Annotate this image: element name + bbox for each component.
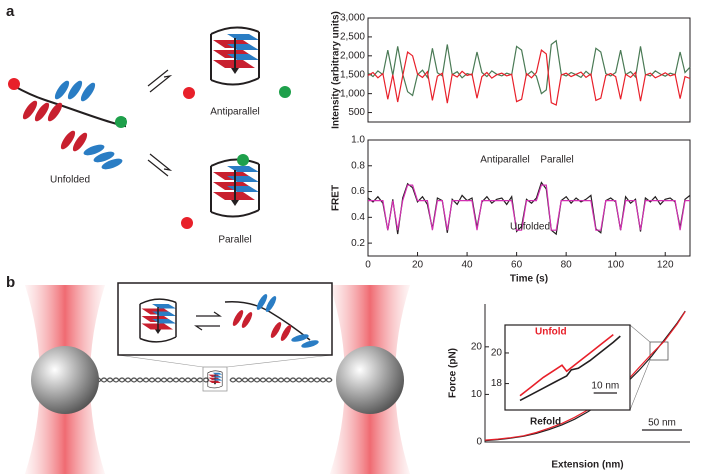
equilibrium-arrows (194, 311, 222, 331)
tethered-quadruplex (207, 370, 223, 389)
y-tick-label: 20 (471, 341, 483, 352)
y-axis-label: Intensity (arbitrary units) (331, 11, 342, 129)
y-tick-label: 10 (471, 389, 483, 400)
series-label: Unfold (535, 327, 567, 338)
annotation: Parallel (540, 155, 573, 166)
series-line (368, 184, 690, 231)
y-axis-label: FRET (331, 185, 342, 211)
y-tick-label: 1,500 (340, 69, 365, 80)
bead (336, 346, 404, 414)
y-tick-label: 20 (491, 348, 503, 359)
series-line (367, 39, 691, 97)
annotation: Unfolded (510, 222, 550, 233)
series-line (519, 333, 614, 397)
panel-label: a (6, 3, 15, 20)
y-tick-label: 2,000 (340, 50, 365, 61)
x-tick-label: 60 (511, 260, 523, 271)
x-axis-label: Time (s) (510, 274, 548, 285)
inset-frame (504, 324, 631, 411)
x-tick-label: 20 (412, 260, 424, 271)
panel-label: b (6, 274, 15, 291)
donor-dye (181, 217, 193, 229)
y-tick-label: 3,000 (340, 13, 365, 24)
zoom-box (649, 341, 669, 361)
donor-dye (183, 87, 195, 99)
zoom-lines (117, 354, 333, 368)
x-axis-label: Extension (nm) (551, 460, 623, 471)
y-tick-label: 2,500 (340, 32, 365, 43)
annotation: Antiparallel (480, 155, 529, 166)
unfolded-strand (8, 78, 127, 170)
y-axis-label: Force (pN) (448, 348, 459, 398)
y-tick-label: 500 (348, 107, 365, 118)
inset-unfolded (224, 294, 319, 348)
zoom-lines (629, 324, 651, 411)
y-tick-label: 0.8 (351, 160, 365, 171)
scale-bar-label: 10 nm (591, 381, 619, 392)
dna-tether (94, 377, 333, 383)
antiparallel-label: Antiparallel (210, 107, 259, 118)
y-tick-label: 1.0 (351, 135, 365, 146)
bead (31, 346, 99, 414)
scale-bar-label: 50 nm (648, 418, 676, 429)
antiparallel-quadruplex (210, 26, 260, 86)
x-tick-label: 100 (607, 260, 624, 271)
y-tick-label: 0.4 (351, 212, 365, 223)
unfolded-label: Unfolded (50, 175, 90, 186)
y-tick-label: 0.2 (351, 238, 365, 249)
x-tick-label: 120 (657, 260, 674, 271)
y-tick-label: 1,000 (340, 88, 365, 99)
y-tick-label: 0 (476, 437, 482, 448)
plot-frame (367, 17, 691, 123)
zoom-box (202, 366, 228, 392)
acceptor-dye (237, 154, 249, 166)
parallel-label: Parallel (218, 235, 251, 246)
y-tick-label: 0.6 (351, 186, 365, 197)
series-line (519, 335, 621, 402)
parallel-quadruplex (210, 158, 260, 218)
acceptor-dye (279, 86, 291, 98)
x-tick-label: 40 (462, 260, 474, 271)
y-tick-label: 18 (491, 378, 503, 389)
series-label: Refold (530, 417, 561, 428)
x-tick-label: 80 (561, 260, 573, 271)
equilibrium-arrows (147, 69, 173, 177)
x-tick-label: 0 (365, 260, 371, 271)
series-line (367, 49, 691, 106)
